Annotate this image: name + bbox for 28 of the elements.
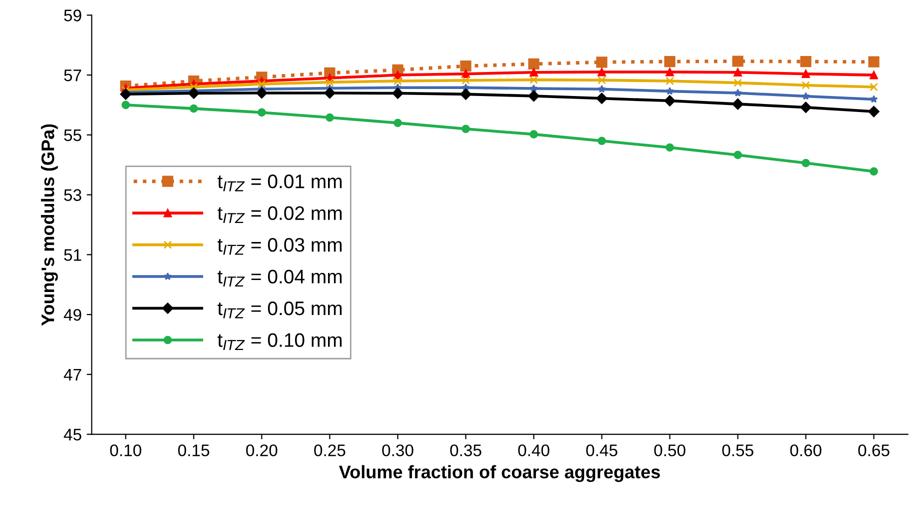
x-tick-label: 0.10 <box>110 444 142 456</box>
x-tick-label: 0.25 <box>314 444 346 456</box>
y-tick-label: 47 <box>64 368 82 380</box>
legend-label: t$_{ITZ}$ = 0.04 mm <box>218 270 342 286</box>
x-tick-label: 0.60 <box>790 444 822 456</box>
legend-label: t$_{ITZ}$ = 0.10 mm <box>218 333 342 350</box>
y-tick-label: 53 <box>64 189 82 201</box>
y-tick-label: 55 <box>64 129 82 142</box>
y-tick-label: 49 <box>64 308 82 321</box>
x-tick-label: 0.45 <box>586 444 618 456</box>
x-tick-label: 0.55 <box>722 444 754 456</box>
legend-label: t$_{ITZ}$ = 0.01 mm <box>218 174 342 192</box>
x-tick-label: 0.30 <box>382 444 414 456</box>
legend-label: t$_{ITZ}$ = 0.05 mm <box>218 301 342 318</box>
x-tick-label: 0.40 <box>518 444 550 456</box>
y-tick-label: 51 <box>64 249 82 261</box>
x-tick-label: 0.20 <box>246 444 278 456</box>
legend-label: t$_{ITZ}$ = 0.02 mm <box>218 206 342 224</box>
y-tick-label: 57 <box>64 70 82 82</box>
x-axis-title: Volume fraction of coarse aggregates <box>339 465 660 482</box>
y-tick-label: 45 <box>64 428 82 441</box>
y-tick-label: 59 <box>64 10 82 22</box>
legend-label: t$_{ITZ}$ = 0.03 mm <box>218 238 342 255</box>
x-tick-label: 0.15 <box>178 444 210 456</box>
y-axis-title: Young's modulus (GPa) <box>40 124 58 326</box>
x-tick-label: 0.35 <box>450 444 482 456</box>
x-tick-label: 0.50 <box>654 444 686 456</box>
x-tick-label: 0.65 <box>858 444 890 456</box>
